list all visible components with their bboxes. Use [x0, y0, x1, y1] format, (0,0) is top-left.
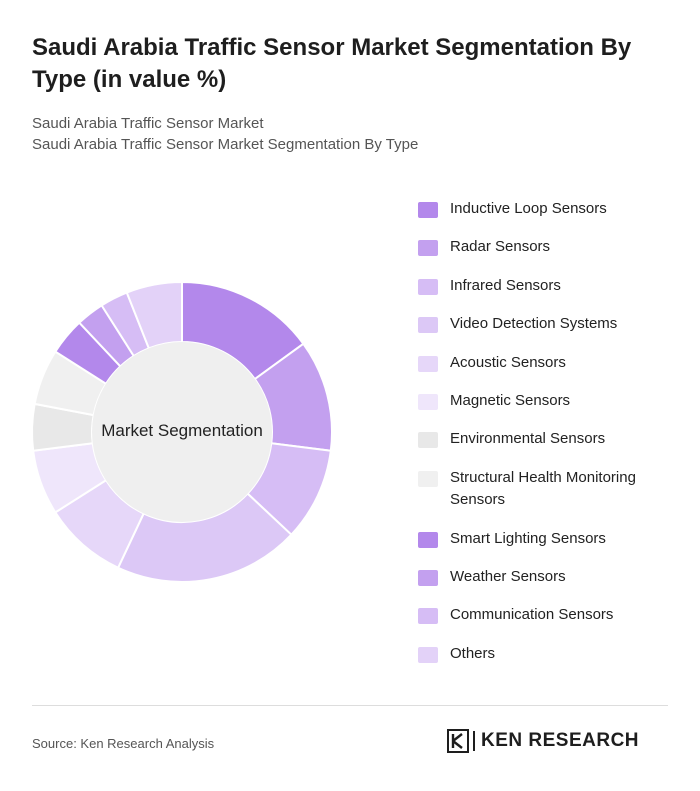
- legend-item: Infrared Sensors: [418, 275, 670, 297]
- legend-swatch: [418, 608, 438, 624]
- brand-divider: [473, 731, 475, 751]
- legend-swatch: [418, 356, 438, 372]
- legend-item: Smart Lighting Sensors: [418, 528, 670, 550]
- legend-item: Video Detection Systems: [418, 313, 670, 335]
- legend-swatch: [418, 432, 438, 448]
- legend-label: Others: [450, 645, 496, 662]
- legend-label: Acoustic Sensors: [450, 354, 566, 371]
- legend-label: Smart Lighting Sensors: [450, 530, 606, 547]
- legend-item: Weather Sensors: [418, 566, 670, 588]
- legend-item: Environmental Sensors: [418, 428, 670, 450]
- legend-swatch: [418, 570, 438, 586]
- chart-subtitle-secondary: Saudi Arabia Traffic Sensor Market Segme…: [32, 136, 419, 153]
- legend-item: Structural Health Monitoring Sensors: [418, 467, 670, 511]
- brand-k-icon: [447, 729, 469, 753]
- legend-item: Inductive Loop Sensors: [418, 198, 670, 220]
- legend-label: Magnetic Sensors: [450, 392, 571, 409]
- brand-logo: KEN RESEARCH: [447, 729, 639, 753]
- legend-label: Video Detection Systems: [450, 315, 618, 332]
- donut-chart: [31, 280, 333, 583]
- legend-item: Communication Sensors: [418, 604, 670, 626]
- legend-label: Radar Sensors: [450, 238, 551, 255]
- legend-item: Radar Sensors: [418, 236, 670, 258]
- legend-swatch: [418, 202, 438, 218]
- legend-label: Inductive Loop Sensors: [450, 200, 607, 217]
- donut-center-label: Market Segmentation: [101, 421, 263, 440]
- legend-item: Acoustic Sensors: [418, 352, 670, 374]
- legend-item: Others: [418, 643, 670, 665]
- legend-swatch: [418, 279, 438, 295]
- source-note: Source: Ken Research Analysis: [32, 736, 215, 751]
- legend-label: Weather Sensors: [450, 568, 566, 585]
- footer-divider: [32, 705, 668, 706]
- legend-swatch: [418, 471, 438, 487]
- legend-label: Communication Sensors: [450, 606, 614, 623]
- legend-swatch: [418, 532, 438, 548]
- donut-hole: [92, 342, 272, 522]
- brand-name: KEN RESEARCH: [481, 730, 640, 751]
- legend-item: Magnetic Sensors: [418, 390, 670, 412]
- chart-title: Saudi Arabia Traffic Sensor Market Segme…: [32, 34, 632, 93]
- chart-subtitle: Saudi Arabia Traffic Sensor Market: [32, 115, 264, 132]
- legend-swatch: [418, 394, 438, 410]
- legend-label: Environmental Sensors: [450, 430, 606, 447]
- legend-swatch: [418, 647, 438, 663]
- legend-swatch: [418, 240, 438, 256]
- legend-label: Infrared Sensors: [450, 277, 561, 294]
- legend-label: Structural Health Monitoring Sensors: [450, 469, 636, 508]
- legend-swatch: [418, 317, 438, 333]
